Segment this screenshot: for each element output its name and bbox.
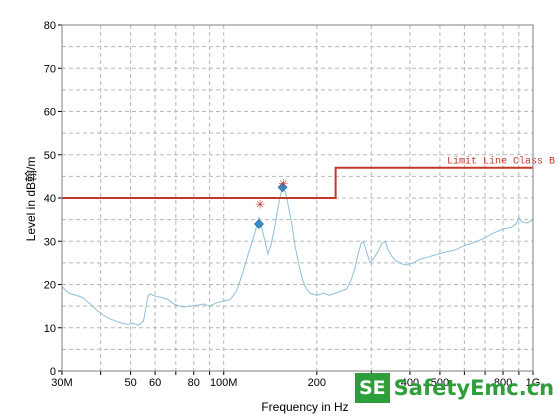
- y-tick-label: 30: [44, 236, 56, 248]
- x-tick-label: 100M: [210, 377, 238, 389]
- x-tick-label: 800: [494, 377, 512, 389]
- limit-line-group: Limit Line Class B: [62, 156, 555, 199]
- grid: [62, 25, 533, 371]
- measurement-trace: [61, 187, 534, 326]
- x-tick-label: 50: [124, 377, 136, 389]
- y-tick-label: 70: [44, 63, 56, 75]
- peak-diamond-marker: [254, 219, 264, 229]
- y-tick-label: 20: [44, 280, 56, 292]
- watermark-logo: SE: [355, 373, 390, 403]
- watermark: SE SafetyEmc.cn: [355, 373, 554, 403]
- y-axis-ticks: 0 10 20 30 40 50 60 70 80: [44, 20, 62, 378]
- y-tick-label: 10: [44, 323, 56, 335]
- y-tick-label: 60: [44, 107, 56, 119]
- y-axis-title: Level in dB翰/m: [23, 157, 38, 242]
- limit-line-label: Limit Line Class B: [447, 156, 555, 168]
- x-axis-ticks: 30M 50 60 80 100M 200 400 500 800 1G: [51, 371, 540, 389]
- y-tick-label: 50: [44, 150, 56, 162]
- x-tick-label: 80: [188, 377, 200, 389]
- limit-line: [62, 166, 533, 199]
- x-axis-title: Frequency in Hz: [261, 400, 348, 414]
- peak-star-marker: ✳: [255, 197, 265, 211]
- x-tick-label: 30M: [51, 377, 72, 389]
- x-tick-label: 500: [431, 377, 449, 389]
- peak-diamond-marker: [277, 182, 288, 193]
- peak-markers: ✳✳: [254, 177, 288, 229]
- watermark-text: SafetyEmc.cn: [393, 376, 555, 400]
- x-tick-label: 200: [308, 377, 326, 389]
- plot-border: [61, 24, 534, 372]
- peak-star-marker: ✳: [278, 177, 288, 191]
- y-tick-label: 40: [44, 193, 56, 205]
- x-tick-label: 1G: [526, 377, 541, 389]
- y-tick-label: 0: [50, 366, 56, 378]
- x-tick-label: 400: [401, 377, 419, 389]
- x-tick-label: 60: [149, 377, 161, 389]
- y-tick-label: 80: [44, 20, 56, 32]
- measurement-series: [61, 187, 534, 326]
